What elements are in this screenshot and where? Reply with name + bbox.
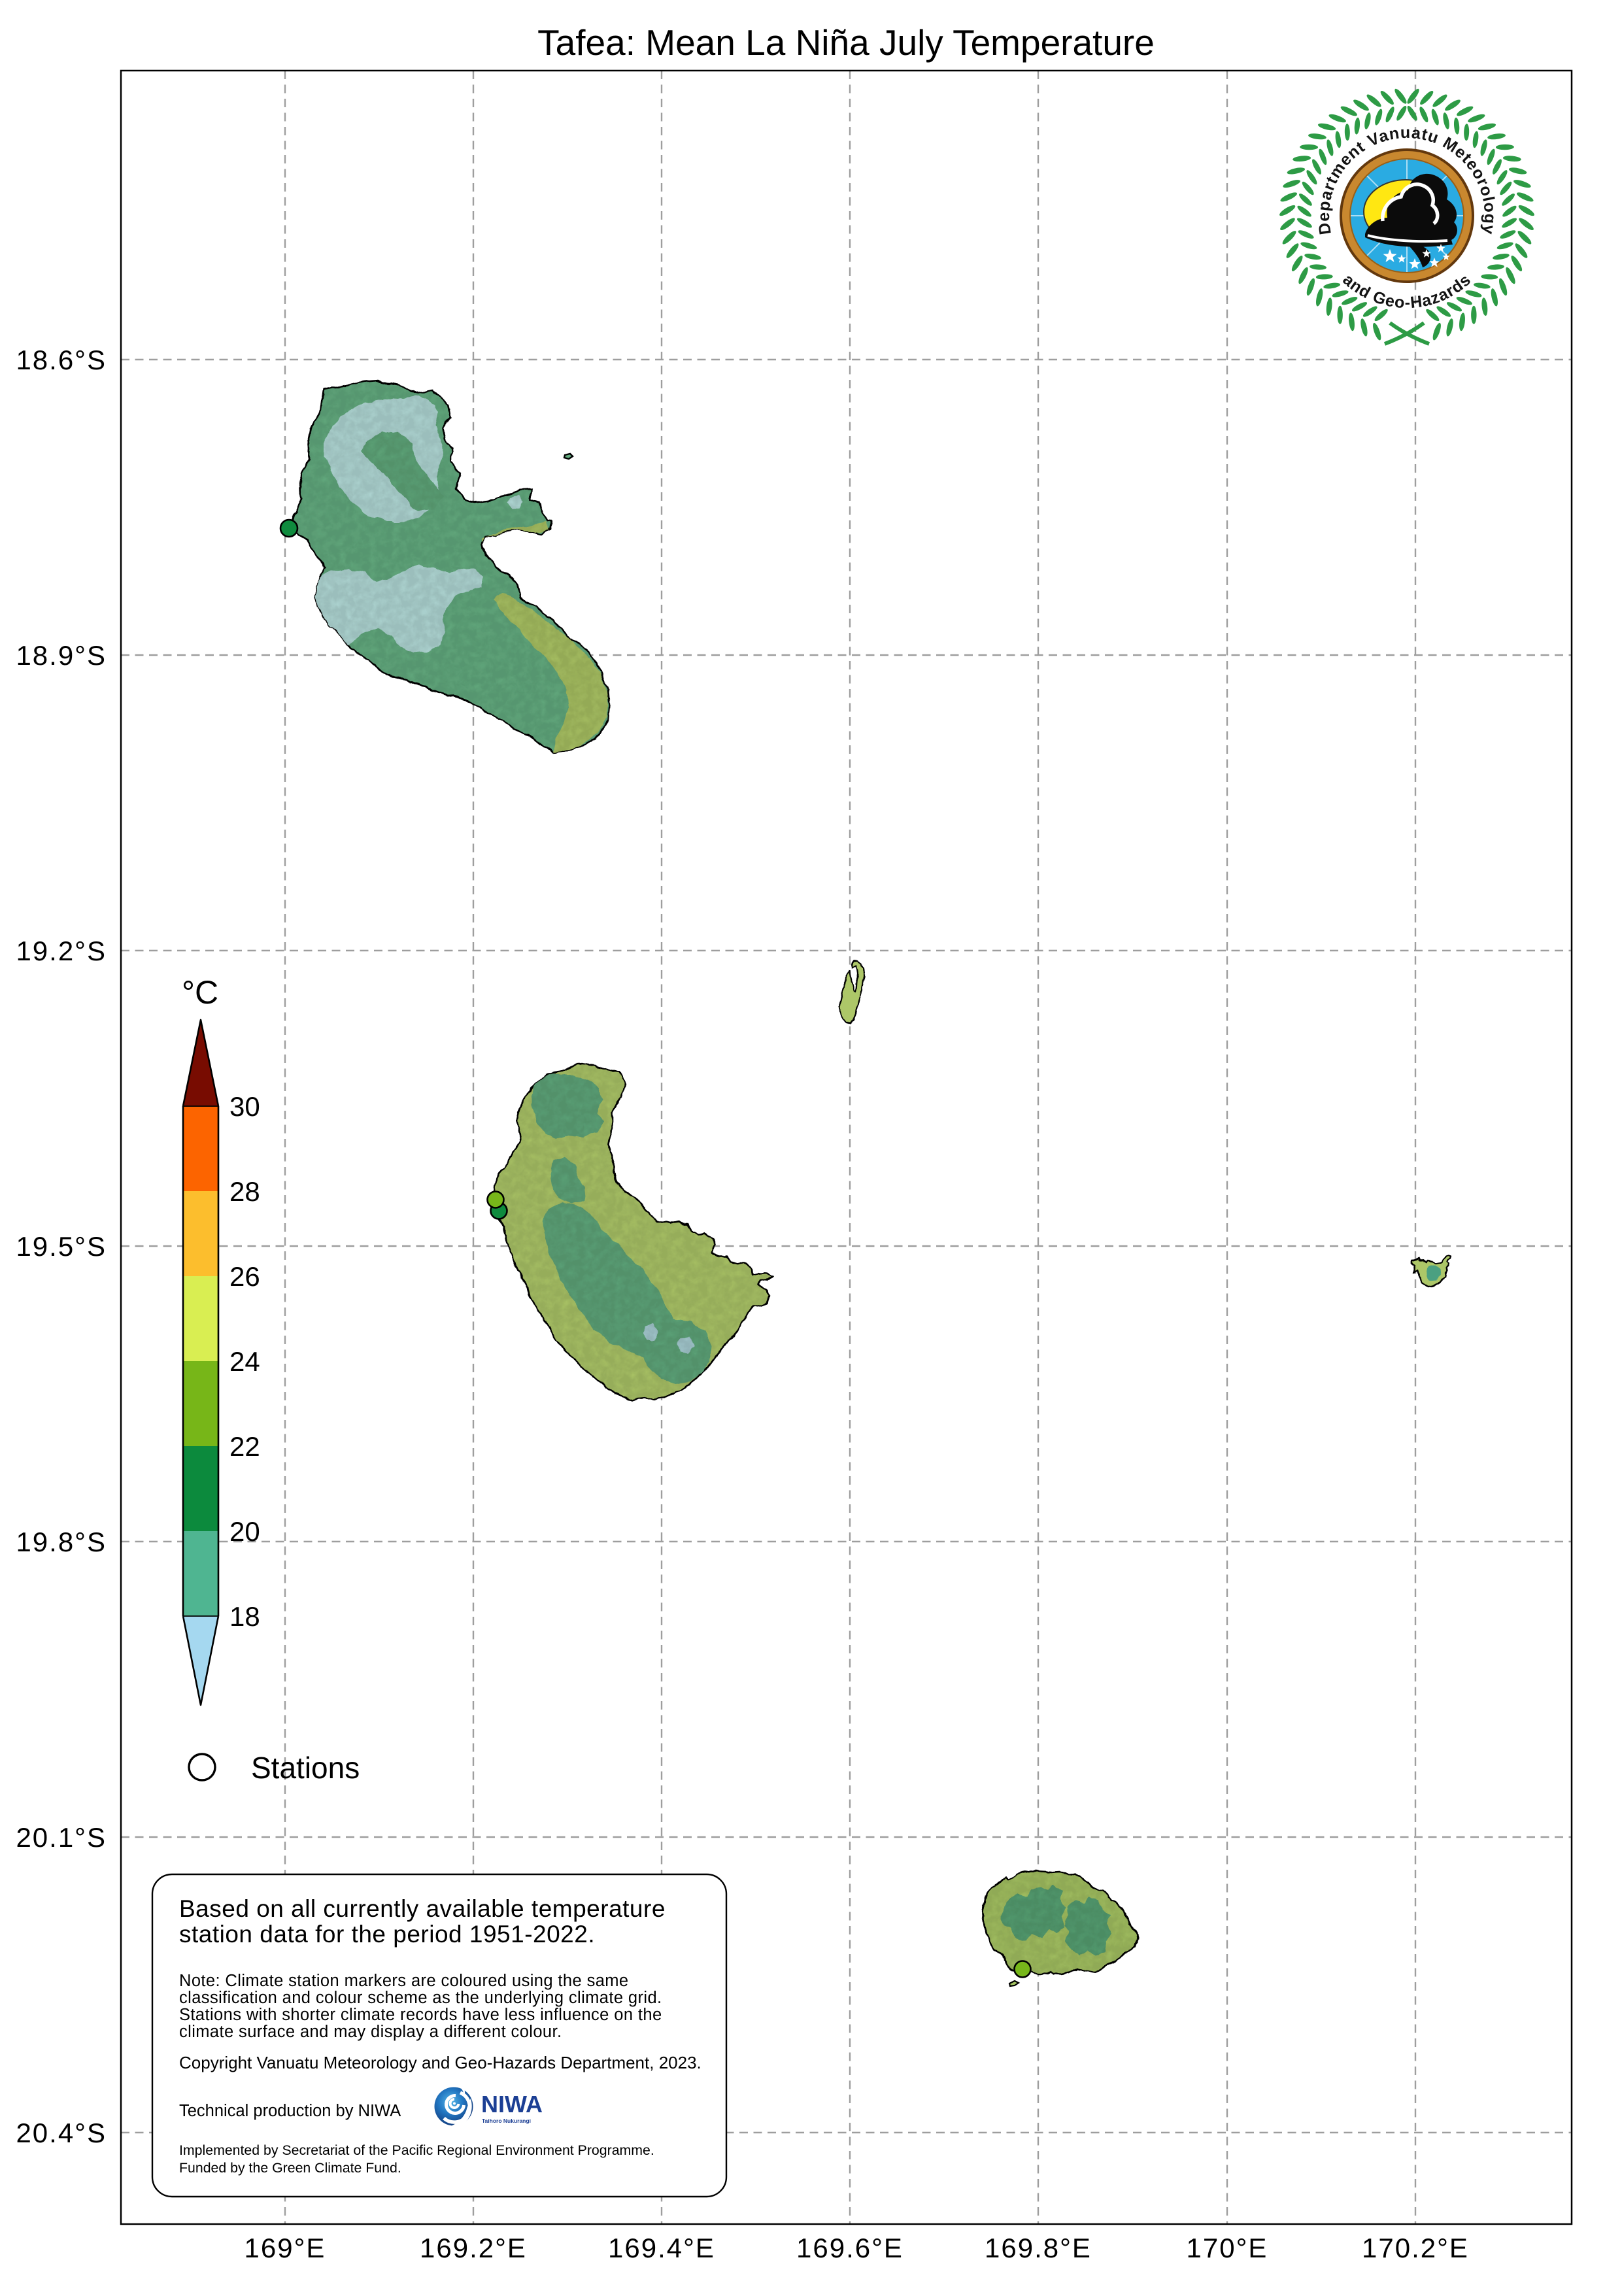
svg-text:26: 26 — [229, 1261, 260, 1292]
svg-text:19.2°S: 19.2°S — [16, 936, 107, 966]
svg-text:169.2°E: 169.2°E — [420, 2233, 527, 2263]
svg-text:Tafea: Mean La Niña July Tempe: Tafea: Mean La Niña July Temperature — [537, 22, 1155, 63]
svg-text:20.4°S: 20.4°S — [16, 2118, 107, 2148]
svg-text:Implemented by Secretariat of: Implemented by Secretariat of the Pacifi… — [179, 2142, 654, 2158]
svg-text:30: 30 — [229, 1091, 260, 1122]
svg-text:18.9°S: 18.9°S — [16, 640, 107, 671]
svg-text:170°E: 170°E — [1187, 2233, 1268, 2263]
svg-text:19.8°S: 19.8°S — [16, 1527, 107, 1557]
svg-text:18: 18 — [229, 1601, 260, 1632]
svg-text:°C: °C — [182, 974, 218, 1011]
svg-text:22: 22 — [229, 1431, 260, 1462]
svg-text:20: 20 — [229, 1516, 260, 1547]
svg-text:Taihoro Nukurangi: Taihoro Nukurangi — [482, 2118, 531, 2124]
svg-text:28: 28 — [229, 1176, 260, 1207]
svg-text:Stations with shorter climate: Stations with shorter climate records ha… — [179, 2006, 662, 2024]
svg-text:170.2°E: 170.2°E — [1362, 2233, 1469, 2263]
svg-text:20.1°S: 20.1°S — [16, 1822, 107, 1853]
svg-text:169.8°E: 169.8°E — [985, 2233, 1092, 2263]
svg-text:19.5°S: 19.5°S — [16, 1231, 107, 1262]
svg-text:NIWA: NIWA — [481, 2091, 543, 2118]
svg-text:169°E: 169°E — [245, 2233, 326, 2263]
svg-text:classification and colour sche: classification and colour scheme as the … — [179, 1989, 662, 2007]
svg-text:Technical production by NIWA: Technical production by NIWA — [179, 2102, 401, 2120]
svg-text:Stations: Stations — [251, 1751, 360, 1785]
svg-text:climate surface and may displa: climate surface and may display a differ… — [179, 2023, 562, 2041]
svg-text:24: 24 — [229, 1346, 260, 1377]
svg-text:Based on all currently availab: Based on all currently available tempera… — [179, 1895, 666, 1922]
svg-text:Note: Climate station markers: Note: Climate station markers are colour… — [179, 1972, 629, 1990]
svg-text:169.4°E: 169.4°E — [608, 2233, 715, 2263]
svg-text:Copyright Vanuatu Meteorology: Copyright Vanuatu Meteorology and Geo-Ha… — [179, 2053, 701, 2072]
svg-text:18.6°S: 18.6°S — [16, 345, 107, 375]
svg-text:station data for the period 19: station data for the period 1951-2022. — [179, 1921, 595, 1948]
svg-text:Funded by the Green Climate Fu: Funded by the Green Climate Fund. — [179, 2160, 401, 2176]
svg-text:169.6°E: 169.6°E — [796, 2233, 904, 2263]
